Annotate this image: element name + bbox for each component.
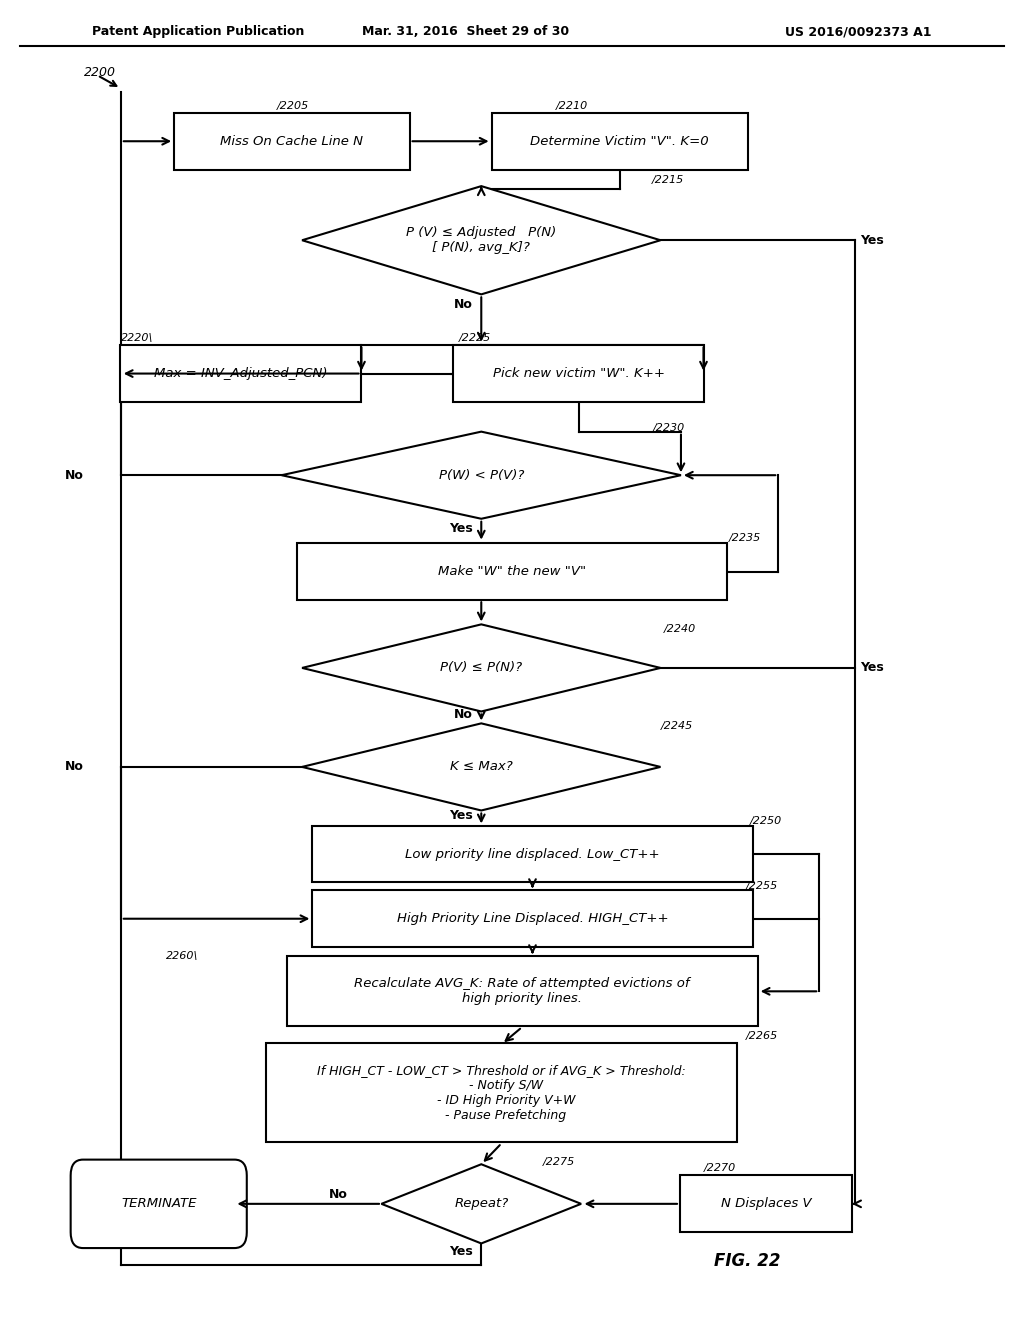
Polygon shape (302, 186, 660, 294)
Text: N Displaces V: N Displaces V (721, 1197, 811, 1210)
Bar (312, 891, 753, 948)
FancyBboxPatch shape (71, 1159, 247, 1249)
Text: Yes: Yes (860, 661, 884, 675)
Text: If HIGH_CT - LOW_CT > Threshold or if AVG_K > Threshold:
  - Notify S/W
  - ID H: If HIGH_CT - LOW_CT > Threshold or if AV… (317, 1064, 686, 1122)
Text: /2205: /2205 (276, 100, 308, 111)
Bar (121, 345, 360, 401)
Bar (680, 1175, 852, 1233)
Bar (453, 345, 705, 401)
Text: /2225: /2225 (459, 333, 490, 343)
Text: /2270: /2270 (703, 1163, 735, 1173)
Text: /2240: /2240 (664, 623, 695, 634)
Bar (312, 826, 753, 883)
Text: P(W) < P(V)?: P(W) < P(V)? (438, 469, 524, 482)
Text: K ≤ Max?: K ≤ Max? (450, 760, 513, 774)
Text: 2260\: 2260\ (166, 950, 198, 961)
Text: 2220\: 2220\ (121, 333, 153, 343)
Text: Make "W" the new "V": Make "W" the new "V" (438, 565, 586, 578)
Text: Yes: Yes (450, 809, 473, 822)
Text: /2215: /2215 (652, 174, 684, 185)
Text: FIG. 22: FIG. 22 (715, 1251, 780, 1270)
Text: /2250: /2250 (750, 816, 781, 826)
Text: Miss On Cache Line N: Miss On Cache Line N (220, 135, 364, 148)
Text: Determine Victim "V". K=0: Determine Victim "V". K=0 (530, 135, 709, 148)
Text: /2230: /2230 (653, 422, 685, 433)
Text: /2265: /2265 (745, 1031, 777, 1041)
Text: No: No (330, 1188, 348, 1201)
Text: /2275: /2275 (543, 1156, 574, 1167)
Text: TERMINATE: TERMINATE (121, 1197, 197, 1210)
Text: High Priority Line Displaced. HIGH_CT++: High Priority Line Displaced. HIGH_CT++ (396, 912, 669, 925)
Text: Repeat?: Repeat? (455, 1197, 508, 1210)
Text: US 2016/0092373 A1: US 2016/0092373 A1 (785, 25, 932, 38)
Bar (174, 112, 410, 169)
Text: P (V) ≤ Adjusted   P(N)
[ P(N), avg_K]?: P (V) ≤ Adjusted P(N) [ P(N), avg_K]? (407, 226, 556, 255)
Bar (266, 1043, 737, 1143)
Text: Pick new victim "W". K++: Pick new victim "W". K++ (493, 367, 665, 380)
Polygon shape (302, 624, 660, 711)
Bar (287, 956, 758, 1027)
Bar (297, 544, 727, 599)
Text: 2200: 2200 (84, 66, 116, 79)
Text: No: No (455, 298, 473, 312)
Bar (492, 112, 748, 169)
Polygon shape (282, 432, 681, 519)
Text: /2210: /2210 (556, 100, 588, 111)
Text: Low priority line displaced. Low_CT++: Low priority line displaced. Low_CT++ (406, 847, 659, 861)
Text: Yes: Yes (450, 1245, 473, 1258)
Text: No: No (455, 708, 473, 721)
Text: Max = INV_Adjusted_PCN): Max = INV_Adjusted_PCN) (154, 367, 328, 380)
Text: Mar. 31, 2016  Sheet 29 of 30: Mar. 31, 2016 Sheet 29 of 30 (362, 25, 569, 38)
Polygon shape (381, 1164, 582, 1243)
Text: Patent Application Publication: Patent Application Publication (92, 25, 304, 38)
Text: Yes: Yes (450, 521, 473, 535)
Text: No: No (66, 760, 84, 774)
Text: /2235: /2235 (729, 532, 761, 543)
Text: No: No (66, 469, 84, 482)
Text: Yes: Yes (860, 234, 884, 247)
Polygon shape (302, 723, 660, 810)
Text: Recalculate AVG_K: Rate of attempted evictions of
high priority lines.: Recalculate AVG_K: Rate of attempted evi… (354, 977, 690, 1006)
Text: P(V) ≤ P(N)?: P(V) ≤ P(N)? (440, 661, 522, 675)
Text: /2255: /2255 (745, 880, 777, 891)
Text: /2245: /2245 (660, 721, 692, 731)
